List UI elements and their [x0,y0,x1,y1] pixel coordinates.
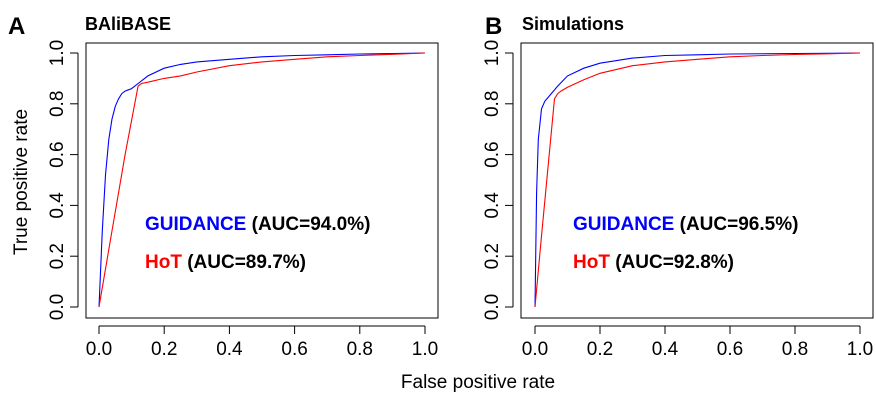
panel-letter: B [485,13,502,40]
y-tick-label: 1.0 [47,40,68,66]
legend-entry-hot: HoT (AUC=92.8%) [573,252,734,273]
x-tick-label: 1.0 [847,339,873,360]
y-tick-label: 0.2 [47,243,68,269]
legend-series-name: GUIDANCE [573,214,680,235]
y-tick-label: 0.8 [482,91,503,117]
legend-auc-value: (AUC=94.0%) [252,214,371,235]
panel-title: BAliBASE [85,14,171,34]
x-tick-label: 0.0 [522,339,548,360]
legend-auc-value: (AUC=96.5%) [680,214,799,235]
legend-entry-hot: HoT (AUC=89.7%) [145,252,306,273]
legend-series-name: GUIDANCE [145,214,252,235]
chart-panels: A BAliBASE 0.0 0.2 0.4 0.6 0.8 1.0 0.0 0.2 0.4 0.6 0… [8,13,874,360]
legend-auc-value: (AUC=89.7%) [187,252,306,273]
y-tick-label: 0.2 [482,243,503,269]
x-tick-label: 1.0 [412,339,438,360]
legend-entry-guidance: GUIDANCE (AUC=94.0%) [145,214,370,235]
x-tick-label: 0.6 [281,339,307,360]
plot-frame [85,42,439,319]
panel-letter: A [8,13,25,40]
y-tick-label: 0.4 [482,192,503,219]
roc-line-guidance [98,52,426,308]
y-tick-label: 1.0 [482,40,503,66]
y-tick-label: 0.4 [47,192,68,219]
roc-line-hot [98,52,426,308]
x-tick-label: 0.2 [587,339,613,360]
y-tick-label: 0.6 [482,141,503,167]
y-tick-label: 0.8 [47,91,68,117]
chart-panel-b: B Simulations 0.0 0.2 0.4 0.6 0.8 1.0 0.0 0.2 0.4 0… [482,13,874,360]
legend-series-name: HoT [145,252,187,273]
legend-auc-value: (AUC=92.8%) [615,252,734,273]
plot-frame [520,42,874,319]
x-tick-label: 0.0 [86,339,112,360]
x-tick-label: 0.6 [717,339,743,360]
legend-entry-guidance: GUIDANCE (AUC=96.5%) [573,214,798,235]
legend-series-name: HoT [573,252,615,273]
y-tick-label: 0.0 [482,294,503,320]
x-axis-title: False positive rate [401,372,555,393]
x-tick-label: 0.4 [216,339,243,360]
y-tick-label: 0.0 [47,294,68,320]
x-tick-label: 0.4 [652,339,679,360]
panel-title: Simulations [522,14,624,34]
y-tick-label: 0.6 [47,141,68,167]
roc-line-guidance [534,52,861,308]
x-tick-label: 0.8 [782,339,808,360]
x-tick-label: 0.8 [347,339,373,360]
chart-panel-a: A BAliBASE 0.0 0.2 0.4 0.6 0.8 1.0 0.0 0.2 0.4 0.6 0… [8,13,439,360]
roc-line-hot [534,52,861,308]
x-tick-label: 0.2 [151,339,177,360]
y-axis-title: True positive rate [11,109,32,255]
